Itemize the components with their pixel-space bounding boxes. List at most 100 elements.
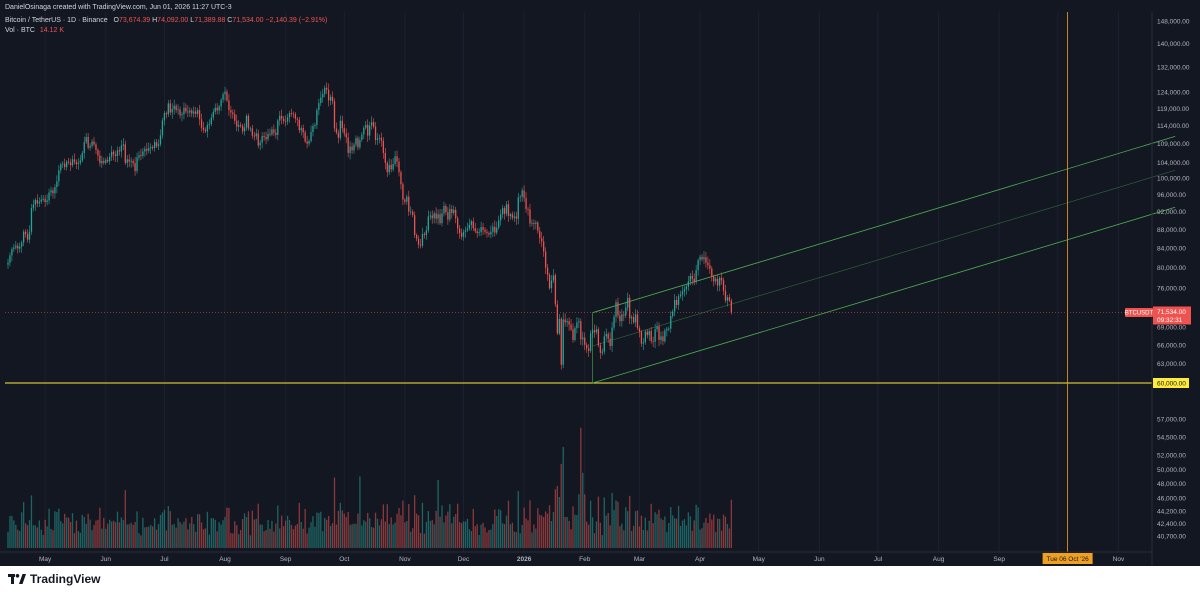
- candle-body: [32, 204, 35, 209]
- volume-bar: [634, 511, 637, 548]
- volume-bar: [627, 511, 629, 548]
- candle-body: [60, 164, 62, 171]
- candle-body: [554, 275, 557, 305]
- candle-body: [300, 128, 302, 131]
- candle-body: [369, 125, 371, 136]
- candle-body: [433, 213, 435, 219]
- volume-bar: [724, 516, 727, 548]
- volume-bar: [496, 515, 498, 548]
- volume-bar: [587, 524, 590, 548]
- candle-body: [128, 159, 130, 162]
- candle-body: [212, 111, 214, 118]
- candle-body: [501, 208, 504, 215]
- candle-body: [595, 329, 598, 333]
- price-tick-label: 42,400.00: [1157, 521, 1186, 528]
- candle-body: [443, 205, 445, 214]
- candle-body: [527, 209, 529, 210]
- candle-body: [161, 120, 164, 136]
- volume-bar: [501, 523, 504, 548]
- price-tick-label: 124,000.00: [1157, 89, 1190, 96]
- volume-bar: [668, 522, 670, 548]
- candle-body: [486, 231, 488, 234]
- price-tick-label: 148,000.00: [1157, 19, 1190, 26]
- candle-body: [38, 201, 40, 204]
- volume-bar: [636, 510, 639, 548]
- candle-body: [500, 214, 502, 221]
- candle-body: [695, 270, 697, 282]
- volume-bar: [36, 527, 38, 548]
- candle-body: [509, 214, 512, 217]
- volume-bar: [304, 509, 306, 548]
- candle-body: [535, 222, 537, 225]
- candle-body: [357, 138, 359, 148]
- volume-bar: [103, 517, 105, 548]
- volume-bar: [646, 530, 648, 548]
- volume-bar: [715, 531, 717, 548]
- volume-bar: [605, 515, 607, 548]
- volume-bar: [112, 520, 115, 548]
- volume-bar: [335, 524, 338, 548]
- candle-body: [269, 133, 271, 135]
- price-tick-label: 80,000.00: [1157, 265, 1186, 272]
- volume-bar: [535, 528, 537, 548]
- candle-body: [662, 336, 664, 342]
- volume-bar: [109, 519, 111, 548]
- tradingview-logo[interactable]: TradingView: [8, 572, 100, 586]
- candle-body: [200, 119, 203, 128]
- candle-body: [427, 216, 429, 231]
- volume-bar: [419, 533, 422, 548]
- volume-bar: [140, 535, 142, 548]
- candle-body: [709, 265, 711, 269]
- candle-body: [539, 230, 541, 239]
- candle-body: [359, 139, 361, 148]
- volume-bar: [218, 522, 220, 548]
- volume-bar: [589, 500, 592, 548]
- price-tick-label: 76,000.00: [1157, 286, 1186, 293]
- volume-bar: [58, 508, 60, 548]
- candle-body: [257, 133, 259, 146]
- candle-body: [435, 213, 437, 219]
- volume-bar: [128, 524, 130, 548]
- volume-bar: [308, 527, 310, 548]
- candle-body: [574, 328, 576, 340]
- volume-bar: [730, 499, 732, 548]
- candle-body: [21, 242, 23, 247]
- volume-bar: [447, 511, 449, 548]
- volume-bar: [658, 509, 660, 548]
- volume-bar: [337, 510, 340, 548]
- candle-body: [703, 257, 705, 260]
- volume-bar: [423, 533, 426, 548]
- symbol-line[interactable]: Bitcoin / TetherUS · 1D · Binance: [5, 17, 108, 24]
- candle-body: [597, 329, 600, 346]
- volume-bar: [630, 530, 633, 548]
- volume-bar: [705, 517, 707, 548]
- volume-bar: [185, 518, 187, 548]
- volume-bar: [408, 504, 410, 548]
- candle-body: [505, 204, 508, 214]
- candle-body: [412, 211, 414, 216]
- candle-body: [99, 155, 101, 164]
- time-tick-label: Oct: [339, 556, 349, 563]
- candle-body: [109, 156, 111, 162]
- volume-bar: [582, 472, 584, 548]
- candle-body: [529, 209, 531, 224]
- volume-bar: [175, 527, 177, 548]
- volume-label[interactable]: Vol · BTC: [5, 27, 35, 34]
- volume-bar: [316, 512, 318, 548]
- candle-body: [372, 122, 375, 127]
- candle-body: [183, 107, 185, 115]
- candle-body: [652, 341, 654, 342]
- candle-body: [97, 149, 99, 156]
- candle-body: [617, 302, 619, 316]
- candle-body: [691, 275, 693, 279]
- candle-body: [181, 114, 183, 116]
- candle-body: [66, 161, 68, 168]
- candle-body: [263, 135, 265, 138]
- chart-canvas[interactable]: 148,000.00 140,000.00 132,000.00 124,000.00…: [0, 0, 1200, 566]
- volume-bar: [294, 525, 297, 548]
- candle-body: [189, 110, 191, 113]
- volume-bar: [212, 518, 214, 548]
- volume-bar: [541, 515, 543, 548]
- volume-bar: [484, 527, 486, 548]
